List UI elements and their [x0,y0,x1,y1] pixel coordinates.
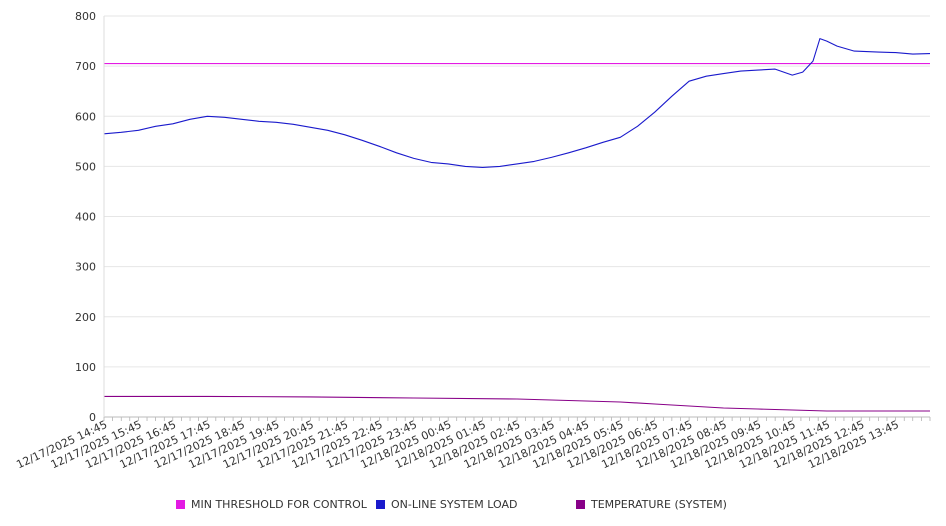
line-chart: 0 100 200 300 400 500 600 700 800 12/17/2025 14:… [14,10,931,471]
y-tick-label: 700 [75,60,96,73]
series-line-on-line-system-load [103,38,931,168]
legend-swatch-temperature [576,500,585,509]
y-tick-label: 800 [75,10,96,23]
series-lines [103,38,931,412]
y-tick-label: 400 [75,211,96,224]
legend-swatch-system-load [376,500,385,509]
y-tick-label: 300 [75,261,96,274]
legend-swatch-min-threshold [176,500,185,509]
series-line-temperature-system [104,395,930,412]
y-tick-label: 100 [75,361,96,374]
grid-lines [104,15,930,368]
y-tick-label: 200 [75,311,96,324]
legend-item-min-threshold[interactable]: MIN THRESHOLD FOR CONTROL [176,498,367,511]
y-axis-ticks: 0 100 200 300 400 500 600 700 800 [75,10,96,424]
legend-label-temperature: TEMPERATURE (SYSTEM) [591,498,727,511]
legend-item-system-load[interactable]: ON-LINE SYSTEM LOAD [376,498,517,511]
legend-label-min-threshold: MIN THRESHOLD FOR CONTROL [191,498,367,511]
legend: MIN THRESHOLD FOR CONTROL ON-LINE SYSTEM… [0,498,946,514]
y-tick-label: 600 [75,110,96,123]
y-tick-label: 0 [89,411,96,424]
legend-item-temperature[interactable]: TEMPERATURE (SYSTEM) [576,498,727,511]
y-tick-label: 500 [75,160,96,173]
legend-label-system-load: ON-LINE SYSTEM LOAD [391,498,518,511]
